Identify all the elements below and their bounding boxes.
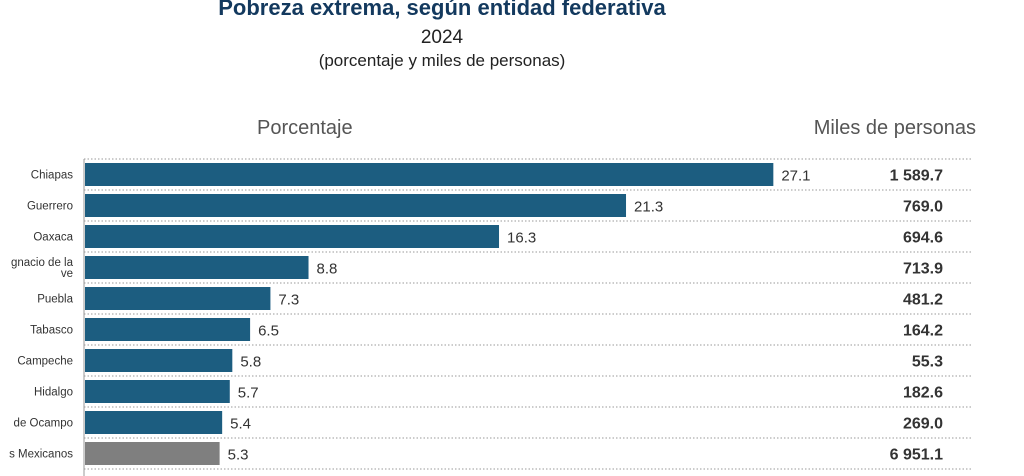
percentage-label-3: 16.3 — [507, 230, 536, 247]
thousands-label-9: 269.0 — [903, 416, 943, 433]
category-label-4: gnacio de la ve — [11, 257, 74, 280]
category-label-2: Guerrero — [27, 201, 73, 213]
percentage-label-7: 5.8 — [240, 354, 261, 371]
bar-7 — [85, 349, 233, 372]
bar-1 — [85, 163, 774, 186]
bar-3 — [85, 225, 500, 248]
percentage-label-2: 21.3 — [634, 199, 663, 216]
bar-2 — [85, 194, 627, 217]
percentage-label-5: 7.3 — [278, 292, 299, 309]
thousands-label-4: 713.9 — [903, 261, 943, 278]
thousands-label-8: 182.6 — [903, 385, 943, 402]
category-label-8: Hidalgo — [34, 387, 73, 399]
percentage-label-10: 5.3 — [228, 447, 249, 464]
thousands-label-10: 6 951.1 — [890, 447, 943, 464]
thousands-label-5: 481.2 — [903, 292, 943, 309]
percentage-label-6: 6.5 — [258, 323, 279, 340]
category-label-10: s Mexicanos — [9, 449, 73, 461]
percentage-label-1: 27.1 — [781, 168, 810, 185]
percentage-label-8: 5.7 — [238, 385, 259, 402]
category-label-5: Puebla — [37, 294, 73, 306]
chart-subtitle: (porcentaje y miles de personas) — [318, 51, 566, 70]
thousands-label-1: 1 589.7 — [890, 168, 943, 185]
percentage-label-9: 5.4 — [230, 416, 251, 433]
bar-6 — [85, 318, 251, 341]
thousands-label-3: 694.6 — [903, 230, 943, 247]
category-label-3: Oaxaca — [33, 232, 73, 244]
chart-year: 2024 — [420, 27, 464, 48]
category-label-7: Campeche — [17, 356, 73, 368]
bar-4 — [85, 256, 309, 279]
category-label-1: Chiapas — [31, 170, 73, 182]
bar-9 — [85, 411, 223, 434]
category-label-6: Tabasco — [30, 325, 73, 337]
thousands-label-7: 55.3 — [912, 354, 943, 371]
column-header-percentage: Porcentaje — [257, 117, 353, 139]
bar-8 — [85, 380, 230, 403]
bar-10 — [85, 442, 220, 465]
thousands-label-6: 164.2 — [903, 323, 943, 340]
category-label-9: de Ocampo — [14, 418, 73, 430]
column-header-thousands: Miles de personas — [813, 117, 976, 139]
chart-title: Pobreza extrema, según entidad federativ… — [218, 0, 666, 20]
bar-5 — [85, 287, 271, 310]
thousands-label-2: 769.0 — [903, 199, 943, 216]
percentage-label-4: 8.8 — [317, 261, 338, 278]
